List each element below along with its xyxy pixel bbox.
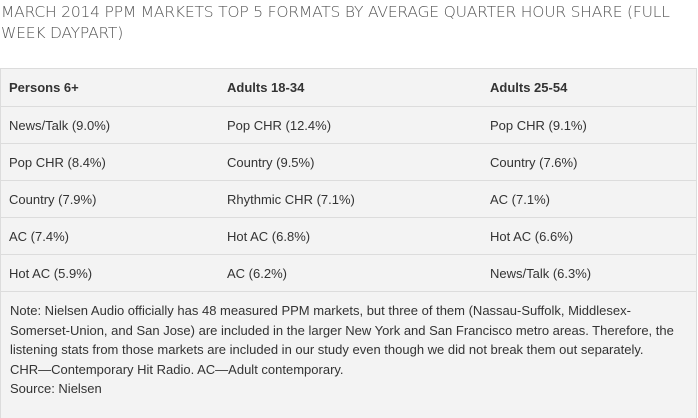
column-header-persons-6-plus: Persons 6+	[9, 80, 79, 95]
table-cell: Rhythmic CHR (7.1%)	[227, 191, 355, 207]
table-row: Pop CHR (8.4%) Country (9.5%) Country (7…	[1, 144, 696, 181]
table-row: News/Talk (9.0%) Pop CHR (12.4%) Pop CHR…	[1, 107, 696, 144]
table-notes: Note: Nielsen Audio officially has 48 me…	[0, 292, 697, 418]
table-title: MARCH 2014 PPM MARKETS TOP 5 FORMATS BY …	[1, 3, 670, 42]
column-header-adults-18-34: Adults 18-34	[227, 80, 305, 95]
table-row: Hot AC (5.9%) AC (6.2%) News/Talk (6.3%)	[1, 255, 696, 292]
table-cell: News/Talk (6.3%)	[490, 265, 592, 281]
source-text: Source: Nielsen	[10, 381, 102, 396]
abbreviations-text: CHR—Contemporary Hit Radio. AC—Adult con…	[10, 361, 344, 377]
table-cell: Country (7.6%)	[490, 154, 578, 170]
table-cell: Hot AC (6.8%)	[227, 228, 311, 244]
formats-table: Persons 6+ Adults 18-34 Adults 25-54 New…	[0, 68, 697, 292]
table-row: Country (7.9%) Rhythmic CHR (7.1%) AC (7…	[1, 181, 696, 218]
table-cell: AC (7.1%)	[490, 191, 550, 207]
table-cell: Country (9.5%)	[227, 154, 315, 170]
table-cell: Hot AC (6.6%)	[490, 228, 574, 244]
table-cell: Country (7.9%)	[9, 191, 97, 207]
table-row: AC (7.4%) Hot AC (6.8%) Hot AC (6.6%)	[1, 218, 696, 255]
table-cell: AC (7.4%)	[9, 228, 69, 244]
table-cell: Pop CHR (9.1%)	[490, 117, 587, 133]
table-cell: AC (6.2%)	[227, 265, 287, 281]
note-text: Note: Nielsen Audio officially has 48 me…	[10, 303, 674, 357]
table-cell: Pop CHR (12.4%)	[227, 117, 332, 133]
table-header-row: Persons 6+ Adults 18-34 Adults 25-54	[1, 69, 696, 107]
table-cell: Pop CHR (8.4%)	[9, 154, 106, 170]
table-cell: Hot AC (5.9%)	[9, 265, 93, 281]
table-cell: News/Talk (9.0%)	[9, 117, 111, 133]
column-header-adults-25-54: Adults 25-54	[490, 80, 568, 95]
